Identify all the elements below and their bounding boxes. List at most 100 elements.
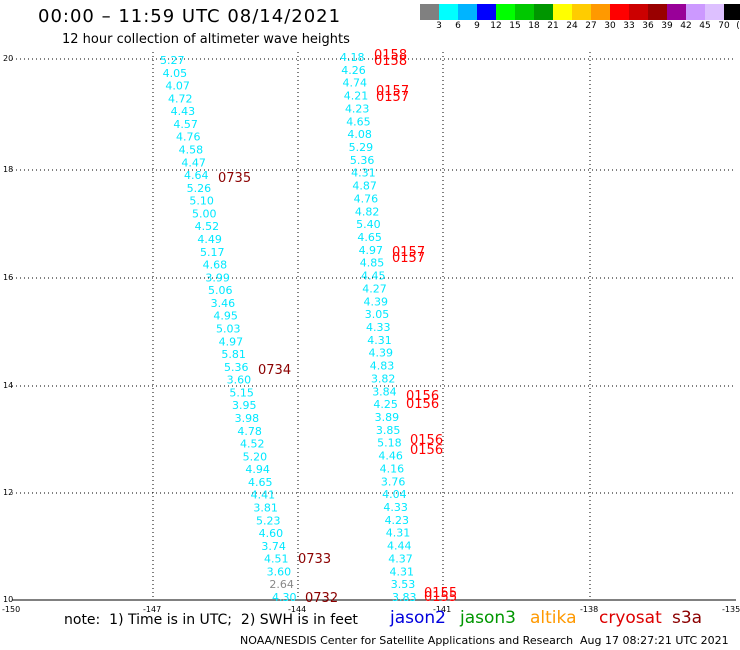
swh-value: 4.46 [378,450,403,463]
swh-value: 3.98 [235,412,260,425]
swh-value: 4.31 [367,334,392,347]
pass-time-label: 0734 [258,363,291,378]
scale-swatch [534,4,553,20]
scale-swatch [515,4,534,20]
swh-value: 5.36 [224,361,249,374]
swh-value: 4.65 [248,476,273,489]
swh-value: 5.29 [349,141,374,154]
swh-value: 5.20 [243,450,268,463]
scale-swatch [724,4,740,20]
swh-value: 4.58 [179,144,204,157]
pass-time-label: 0732 [305,591,338,606]
pass-time-label: 0157 [392,245,425,260]
swh-value: 4.18 [340,51,365,64]
swh-value: 4.31 [386,527,411,540]
swh-value: 4.97 [219,335,244,348]
swh-value: 5.00 [192,207,217,220]
pass-time-label: 0155 [424,586,457,601]
swh-value: 4.26 [341,64,366,77]
legend-jason2: jason2 [390,608,446,628]
swh-value: 3.60 [267,565,292,578]
pass-time-label: 0157 [392,251,425,266]
swh-value: 4.27 [362,282,387,295]
pass-time-label: 0156 [406,389,439,404]
swh-value: 5.81 [221,348,246,361]
lat-tick-label: 10 [3,595,13,604]
scale-swatch [496,4,515,20]
pass-time-label: 0157 [376,84,409,99]
scale-label: 18 [528,21,540,31]
page-title: 00:00 – 11:59 UTC 08/14/2021 [38,6,342,27]
scale-label: 24 [566,21,578,31]
scale-label: 12 [490,21,502,31]
swh-value: 4.44 [387,540,412,553]
swh-value: 2.64 [269,578,294,591]
scale-swatch [458,4,477,20]
lat-tick-label: 16 [3,273,13,282]
lat-tick-label: 14 [3,381,13,390]
scale-swatch [591,4,610,20]
swh-value: 4.72 [168,92,193,105]
pass-time-label: 0157 [376,90,409,105]
swh-value: 5.06 [208,284,233,297]
scale-label: 27 [585,21,597,31]
scale-label: 30 [604,21,616,31]
lat-tick-label: 20 [3,54,13,63]
scale-swatch [705,4,724,20]
swh-value: 4.39 [368,347,393,360]
swh-value: 4.30 [272,591,297,604]
scale-label: 33 [623,21,635,31]
swh-value: 4.05 [163,67,188,80]
swh-value: 4.07 [165,80,190,93]
swh-value: 5.27 [160,54,185,67]
swh-value: 4.52 [240,438,265,451]
swh-value: 5.17 [200,246,225,259]
pass-time-label: 0156 [410,433,443,448]
pass-time-label: 0156 [410,443,443,458]
scale-label: 21 [547,21,559,31]
scale-swatch [629,4,648,20]
swh-value: 4.83 [370,360,395,373]
swh-value: 4.33 [383,501,408,514]
swh-value: 4.04 [382,488,407,501]
swh-value: 5.18 [377,437,402,450]
scale-swatch [477,4,496,20]
scale-swatch [420,4,439,20]
scale-label: 42 [680,21,692,31]
swh-value: 4.23 [345,102,370,115]
swh-value: 5.36 [350,154,375,167]
scale-swatch [553,4,572,20]
swh-value: 4.82 [355,205,380,218]
swh-value: 4.60 [259,527,284,540]
swh-value: 4.76 [354,192,379,205]
swh-value: 4.41 [251,489,276,502]
swh-value: 5.40 [356,218,381,231]
swh-value: 3.53 [391,578,416,591]
swh-value: 3.46 [211,297,236,310]
scale-swatch [439,4,458,20]
swh-value: 5.23 [256,514,281,527]
lat-tick-label: 18 [3,165,13,174]
swh-value: 4.68 [203,259,228,272]
scale-label: 3 [436,21,442,31]
swh-value: 3.83 [392,591,417,604]
swh-value: 3.60 [227,374,252,387]
swh-value: 3.99 [205,271,230,284]
scale-label: 70 [718,21,730,31]
legend-jason3: jason3 [460,608,516,628]
legend-altika: altika [530,608,577,628]
swh-value: 4.51 [264,553,289,566]
swh-value: 4.57 [173,118,198,131]
swh-value: 4.74 [342,77,367,90]
swh-value: 4.76 [176,131,201,144]
lon-tick-label: -144 [288,605,306,614]
pass-time-label: 0158 [374,48,407,63]
lat-tick-label: 12 [3,488,13,497]
swh-value: 4.78 [237,425,261,438]
swh-value: 3.74 [261,540,286,553]
lon-tick-label: -138 [580,605,598,614]
swh-value: 4.97 [359,244,384,257]
swh-value: 4.94 [245,463,269,476]
swh-value: 4.31 [351,167,376,180]
